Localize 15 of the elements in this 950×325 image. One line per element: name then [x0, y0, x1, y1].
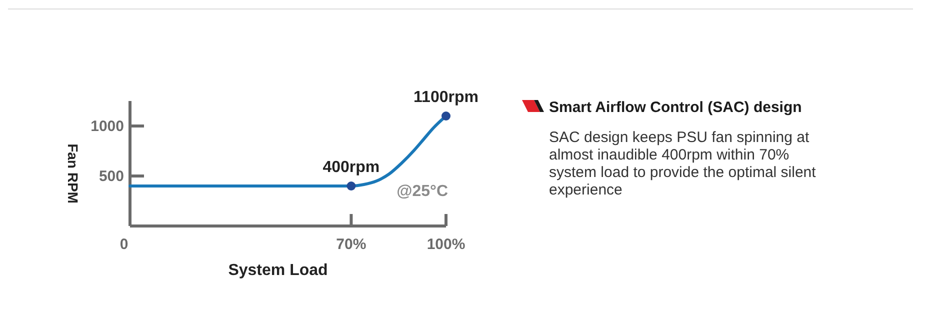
- x-tick-label: 0: [120, 236, 128, 253]
- text: system load to provide the optimal silent: [549, 164, 817, 181]
- text: Smart Airflow Control (SAC) design: [549, 99, 802, 116]
- x-tick-label: 70%: [336, 236, 366, 253]
- text: experience: [549, 182, 622, 198]
- data-label: 1100rpm: [414, 89, 478, 106]
- data-label: 400rpm: [322, 159, 380, 176]
- x-tick-label: 100%: [426, 236, 466, 253]
- annotation: @25°C: [396, 183, 448, 200]
- text: almost inaudible 400rpm within 70%: [549, 146, 790, 164]
- y-axis-title: Fan RPM: [65, 144, 81, 204]
- y-tick-label: 500: [98, 168, 124, 185]
- x-axis-title: System Load: [228, 262, 328, 279]
- text: SAC design keeps PSU fan spinning at: [549, 129, 810, 146]
- y-tick-label: 1000: [90, 118, 124, 135]
